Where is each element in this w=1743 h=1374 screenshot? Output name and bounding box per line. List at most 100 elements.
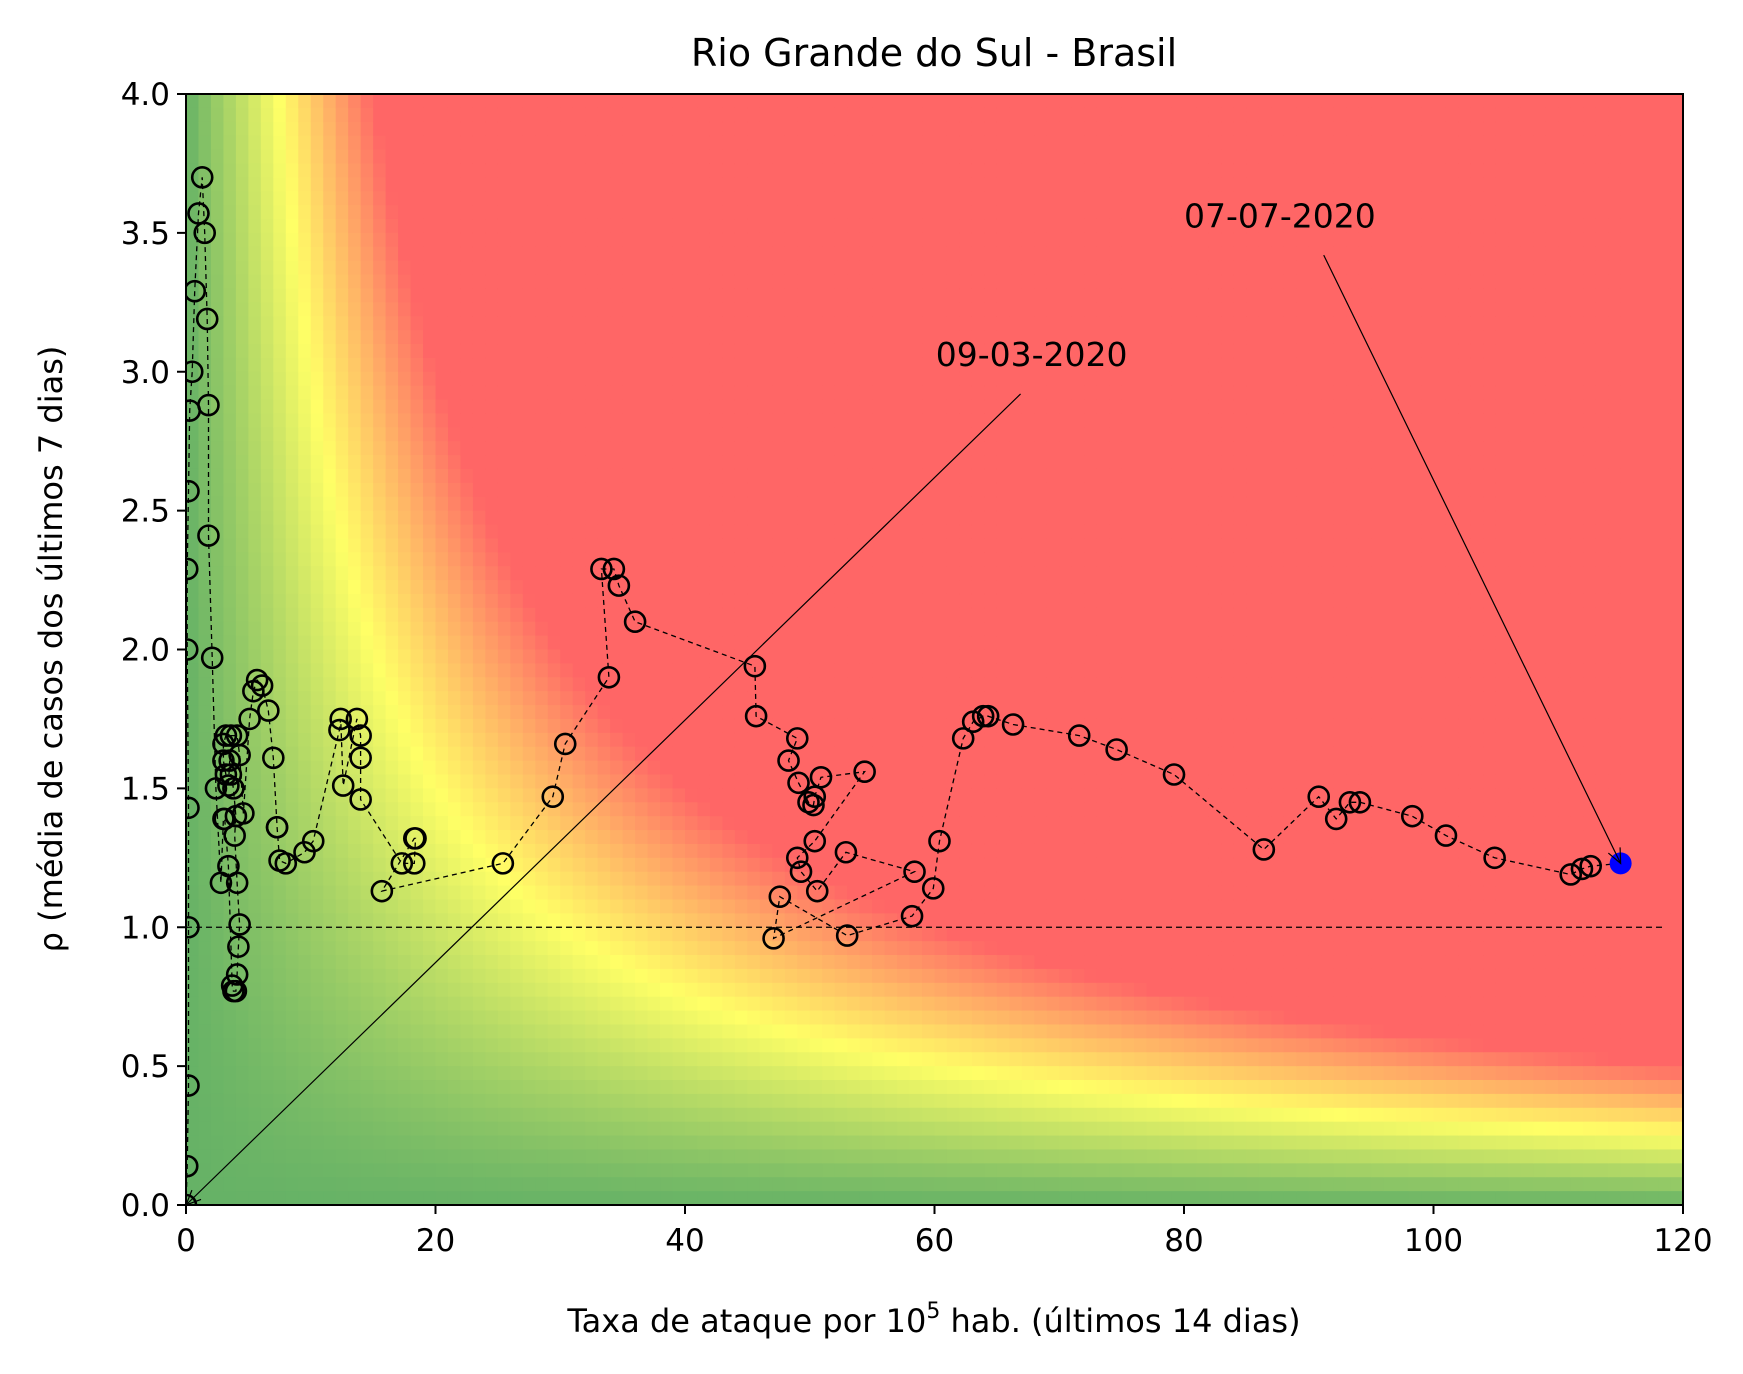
heatmap-cell: [535, 705, 549, 720]
heatmap-cell: [610, 635, 624, 651]
heatmap-cell: [535, 413, 549, 428]
heatmap-cell: [709, 1066, 724, 1081]
heatmap-cell: [859, 1093, 873, 1109]
heatmap-cell: [223, 330, 237, 345]
heatmap-cell: [497, 1066, 511, 1081]
heatmap-cell: [622, 871, 636, 887]
heatmap-cell: [635, 427, 649, 442]
heatmap-cell: [834, 802, 848, 817]
heatmap-cell: [934, 1093, 948, 1109]
heatmap-cell: [485, 1135, 499, 1151]
heatmap-cell: [697, 302, 711, 317]
heatmap-cell: [186, 746, 200, 762]
heatmap-cell: [510, 191, 524, 206]
heatmap-cell: [597, 343, 611, 359]
heatmap-cell: [423, 607, 437, 623]
heatmap-cell: [709, 955, 724, 970]
heatmap-cell: [635, 843, 649, 859]
heatmap-cell: [510, 816, 524, 831]
heatmap-cell: [497, 107, 511, 123]
heatmap-cell: [759, 760, 773, 776]
heatmap-cell: [685, 1038, 699, 1053]
heatmap-cell: [610, 177, 624, 192]
heatmap-cell: [285, 482, 299, 498]
heatmap-cell: [946, 371, 961, 387]
heatmap-cell: [722, 941, 736, 956]
heatmap-cell: [323, 1038, 337, 1053]
heatmap-cell: [547, 718, 561, 734]
heatmap-cell: [310, 1191, 324, 1205]
heatmap-cell: [186, 663, 200, 678]
heatmap-cell: [285, 1177, 299, 1192]
heatmap-cell: [460, 705, 474, 720]
heatmap-cell: [585, 1052, 599, 1067]
heatmap-cell: [497, 496, 511, 512]
heatmap-cell: [510, 468, 524, 484]
heatmap-cell: [447, 691, 462, 706]
heatmap-cell: [398, 482, 412, 498]
heatmap-cell: [809, 566, 823, 581]
heatmap-cell: [610, 857, 624, 873]
heatmap-cell: [522, 691, 536, 706]
heatmap-cell: [722, 621, 736, 637]
heatmap-cell: [622, 746, 636, 762]
heatmap-cell: [210, 496, 225, 512]
heatmap-cell: [435, 1093, 449, 1109]
heatmap-cell: [273, 149, 287, 165]
heatmap-cell: [472, 107, 486, 123]
heatmap-cell: [622, 552, 636, 567]
heatmap-cell: [647, 482, 661, 498]
heatmap-cell: [647, 1191, 661, 1205]
heatmap-cell: [522, 246, 536, 262]
heatmap-cell: [922, 774, 936, 789]
heatmap-cell: [248, 107, 262, 123]
heatmap-cell: [747, 968, 761, 984]
heatmap-cell: [946, 482, 961, 498]
heatmap-cell: [348, 330, 362, 345]
heatmap-cell: [373, 1163, 387, 1178]
heatmap-cell: [909, 718, 923, 734]
heatmap-cell: [759, 218, 773, 234]
heatmap-cell: [360, 927, 374, 942]
heatmap-cell: [884, 732, 898, 748]
heatmap-cell: [435, 343, 449, 359]
heatmap-cell: [273, 510, 287, 526]
heatmap-cell: [235, 107, 249, 123]
heatmap-cell: [410, 941, 424, 956]
heatmap-cell: [348, 510, 362, 526]
heatmap-cell: [398, 677, 412, 692]
heatmap-cell: [909, 593, 923, 609]
heatmap-cell: [585, 288, 599, 303]
heatmap-cell: [410, 1093, 424, 1109]
heatmap-cell: [622, 205, 636, 220]
heatmap-cell: [547, 1177, 561, 1192]
heatmap-cell: [373, 1080, 387, 1095]
heatmap-cell: [834, 288, 848, 303]
heatmap-cell: [572, 843, 586, 859]
heatmap-cell: [922, 913, 936, 928]
heatmap-cell: [348, 107, 362, 123]
heatmap-cell: [834, 510, 848, 526]
heatmap-cell: [423, 1121, 437, 1137]
heatmap-cell: [822, 1010, 836, 1026]
heatmap-cell: [385, 371, 399, 387]
heatmap-cell: [597, 691, 611, 706]
heatmap-cell: [410, 107, 424, 123]
heatmap-cell: [784, 691, 798, 706]
heatmap-cell: [260, 288, 274, 303]
heatmap-cell: [685, 399, 699, 415]
heatmap-cell: [510, 955, 524, 970]
heatmap-cell: [373, 1177, 387, 1192]
heatmap-cell: [934, 1052, 948, 1067]
heatmap-cell: [385, 496, 399, 512]
heatmap-cell: [535, 441, 549, 456]
heatmap-cell: [472, 357, 486, 373]
heatmap-cell: [784, 1135, 798, 1151]
heatmap-cell: [360, 816, 374, 831]
heatmap-cell: [660, 857, 674, 873]
heatmap-cell: [959, 524, 973, 539]
heatmap-cell: [797, 1038, 811, 1053]
heatmap-cell: [547, 427, 561, 442]
heatmap-cell: [747, 802, 761, 817]
heatmap-cell: [772, 371, 786, 387]
